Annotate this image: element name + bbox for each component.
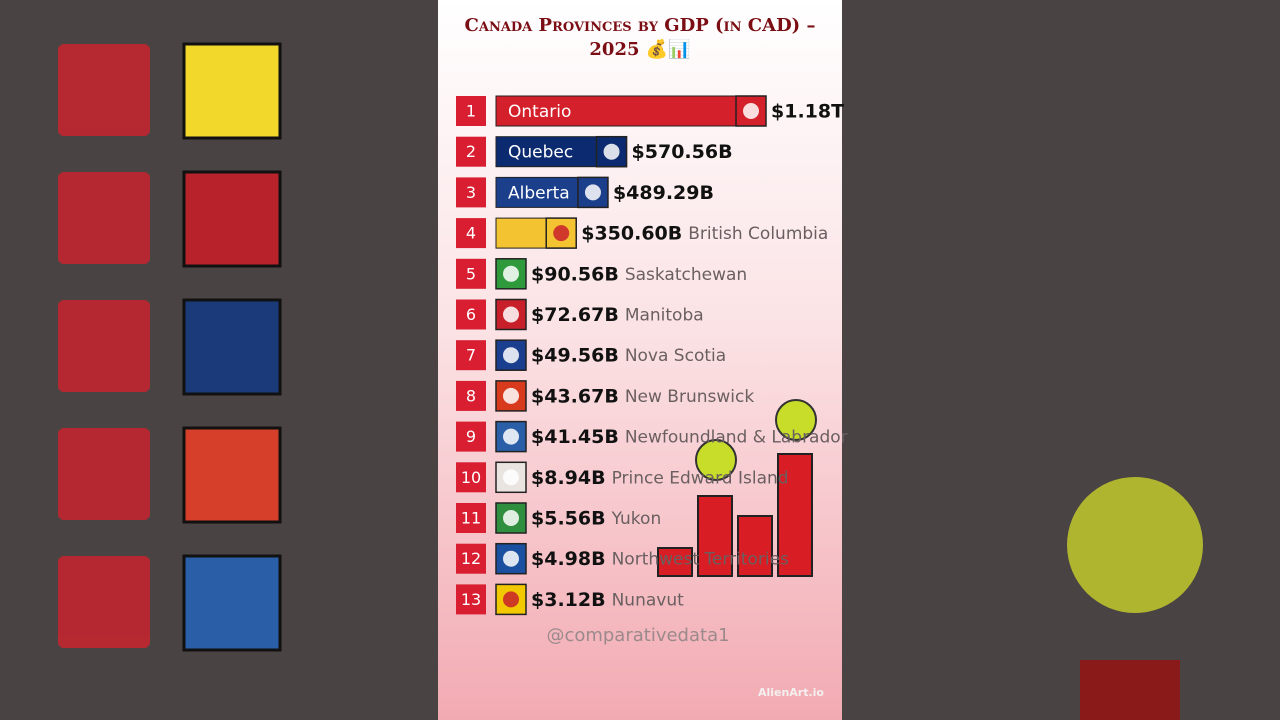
rank-box — [456, 543, 486, 574]
bar-label: Nunavut — [612, 590, 685, 610]
blurred-right — [842, 0, 1280, 720]
blurred-bar — [1080, 660, 1180, 720]
bar-label: Yukon — [611, 509, 662, 529]
flag-icon — [495, 502, 527, 534]
value-label: $570.56B — [632, 141, 733, 163]
bar-label: Quebec — [508, 143, 573, 163]
value-label: $3.12B — [531, 589, 606, 611]
value-label: $43.67B — [531, 385, 619, 407]
flag-emblem — [743, 103, 759, 119]
rank-label: 11 — [461, 509, 481, 528]
bar-label: Alberta — [508, 183, 570, 203]
flag-emblem — [553, 225, 570, 242]
rank-box — [456, 380, 486, 411]
bar-label: Northwest Territories — [612, 550, 789, 570]
decor-chart — [657, 399, 817, 577]
chart-title: Canada Provinces by GDP (in CAD) – 2025 … — [464, 15, 816, 60]
value-label: $5.56B — [531, 508, 606, 530]
flag-icon — [495, 420, 527, 453]
bar-label: Nova Scotia — [625, 346, 726, 366]
value-label: $1.18T — [771, 101, 844, 123]
bar-label: Saskatchewan — [625, 265, 747, 285]
rank-label: 8 — [466, 386, 476, 405]
bar-label: Prince Edward Island — [612, 468, 789, 488]
bar-label: New Brunswick — [625, 387, 755, 407]
flag-emblem — [503, 591, 519, 608]
flag-emblem — [503, 265, 519, 282]
flag-icon — [577, 176, 609, 209]
flag-emblem — [503, 306, 519, 323]
rank-label: 1 — [466, 102, 476, 121]
value-label: $90.56B — [531, 263, 619, 285]
bar-label: Newfoundland & Labrador — [625, 428, 848, 448]
flag-emblem — [503, 510, 519, 526]
flag-emblem — [584, 184, 601, 201]
rank-box — [456, 340, 486, 371]
rank-box — [456, 503, 486, 533]
rank-label: 2 — [466, 142, 476, 161]
blurred-rank-boxes — [58, 44, 150, 648]
value-label: $41.45B — [531, 426, 619, 448]
rank-box — [456, 258, 486, 289]
flag-emblem — [503, 428, 519, 445]
flag-icon — [495, 298, 527, 331]
bar-label: Ontario — [508, 102, 571, 122]
rank-label: 6 — [466, 305, 476, 324]
flag-emblem — [503, 387, 519, 404]
rank-box — [456, 462, 486, 493]
flag-emblem — [503, 469, 519, 486]
rank-label: 13 — [461, 590, 481, 609]
rank-label: 10 — [461, 468, 481, 487]
credit: @comparativedata1 — [546, 625, 729, 646]
bar-label: Manitoba — [625, 306, 704, 326]
blurred-coin — [1067, 477, 1203, 613]
rank-box — [456, 177, 486, 208]
rank-label: 9 — [466, 427, 476, 446]
rank-box — [456, 584, 486, 615]
rank-label: 5 — [466, 264, 476, 283]
value-label: $8.94B — [531, 467, 606, 489]
flag-emblem — [603, 143, 620, 160]
bar-label: British Columbia — [688, 224, 828, 244]
value-label: $72.67B — [531, 304, 619, 326]
rank-label: 4 — [466, 224, 476, 243]
rank-box — [456, 96, 486, 126]
title-box: Canada Provinces by GDP (in CAD) – 2025 … — [464, 15, 816, 60]
value-label: $489.29B — [613, 182, 714, 204]
rank-box — [456, 218, 486, 249]
watermark: AlienArt.io — [758, 686, 824, 699]
value-label: $4.98B — [531, 548, 606, 570]
rank-box — [456, 299, 486, 330]
value-label: $350.60B — [581, 223, 682, 245]
value-label: $49.56B — [531, 345, 619, 367]
flag-emblem — [503, 550, 519, 567]
flag-emblem — [503, 347, 519, 364]
rank-label: 12 — [461, 549, 481, 568]
rank-label: 3 — [466, 183, 476, 202]
rank-box — [456, 421, 486, 452]
bar — [495, 95, 767, 127]
rank-box — [456, 136, 486, 167]
blurred-flags — [182, 42, 282, 652]
rank-label: 7 — [466, 346, 476, 365]
